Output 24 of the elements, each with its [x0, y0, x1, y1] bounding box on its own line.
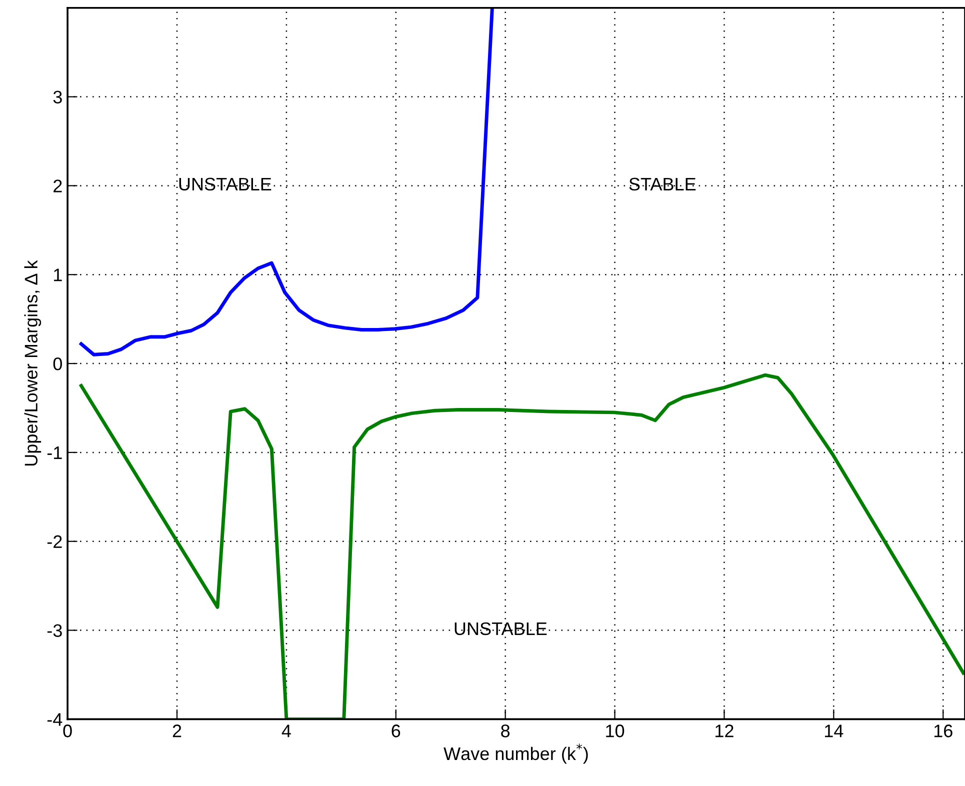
x-tick-label: 0: [63, 724, 72, 738]
x-tick-label: 10: [606, 724, 624, 738]
y-tick-label: -3: [47, 624, 62, 637]
x-tick-label: 8: [501, 724, 510, 738]
line-series: [79, 373, 965, 720]
y-tick-label: 1: [54, 268, 62, 282]
y-tick-label: -2: [47, 535, 62, 548]
y-tick-label: -4: [47, 713, 62, 726]
annotation: UNSTABLE: [179, 178, 272, 191]
annotation: STABLE: [629, 178, 696, 191]
annotation: UNSTABLE: [454, 622, 547, 636]
y-tick-label: 3: [53, 90, 62, 104]
x-tick-label: 6: [392, 724, 400, 738]
line-series: [79, 8, 494, 356]
y-tick-label: -1: [47, 446, 62, 459]
x-tick-label: 16: [934, 724, 952, 738]
y-tick-label: 0: [53, 357, 62, 370]
y-tick-label: 2: [54, 180, 62, 192]
y-axis-title: Upper/Lower Margins, Δ k: [24, 260, 42, 466]
x-tick-label: 12: [716, 724, 734, 738]
x-tick-label: 4: [282, 724, 291, 738]
x-tick-label: 2: [172, 724, 182, 738]
x-axis-title: Wave number (k$^{*}$): [444, 744, 588, 764]
x-tick-label: 14: [825, 724, 844, 738]
